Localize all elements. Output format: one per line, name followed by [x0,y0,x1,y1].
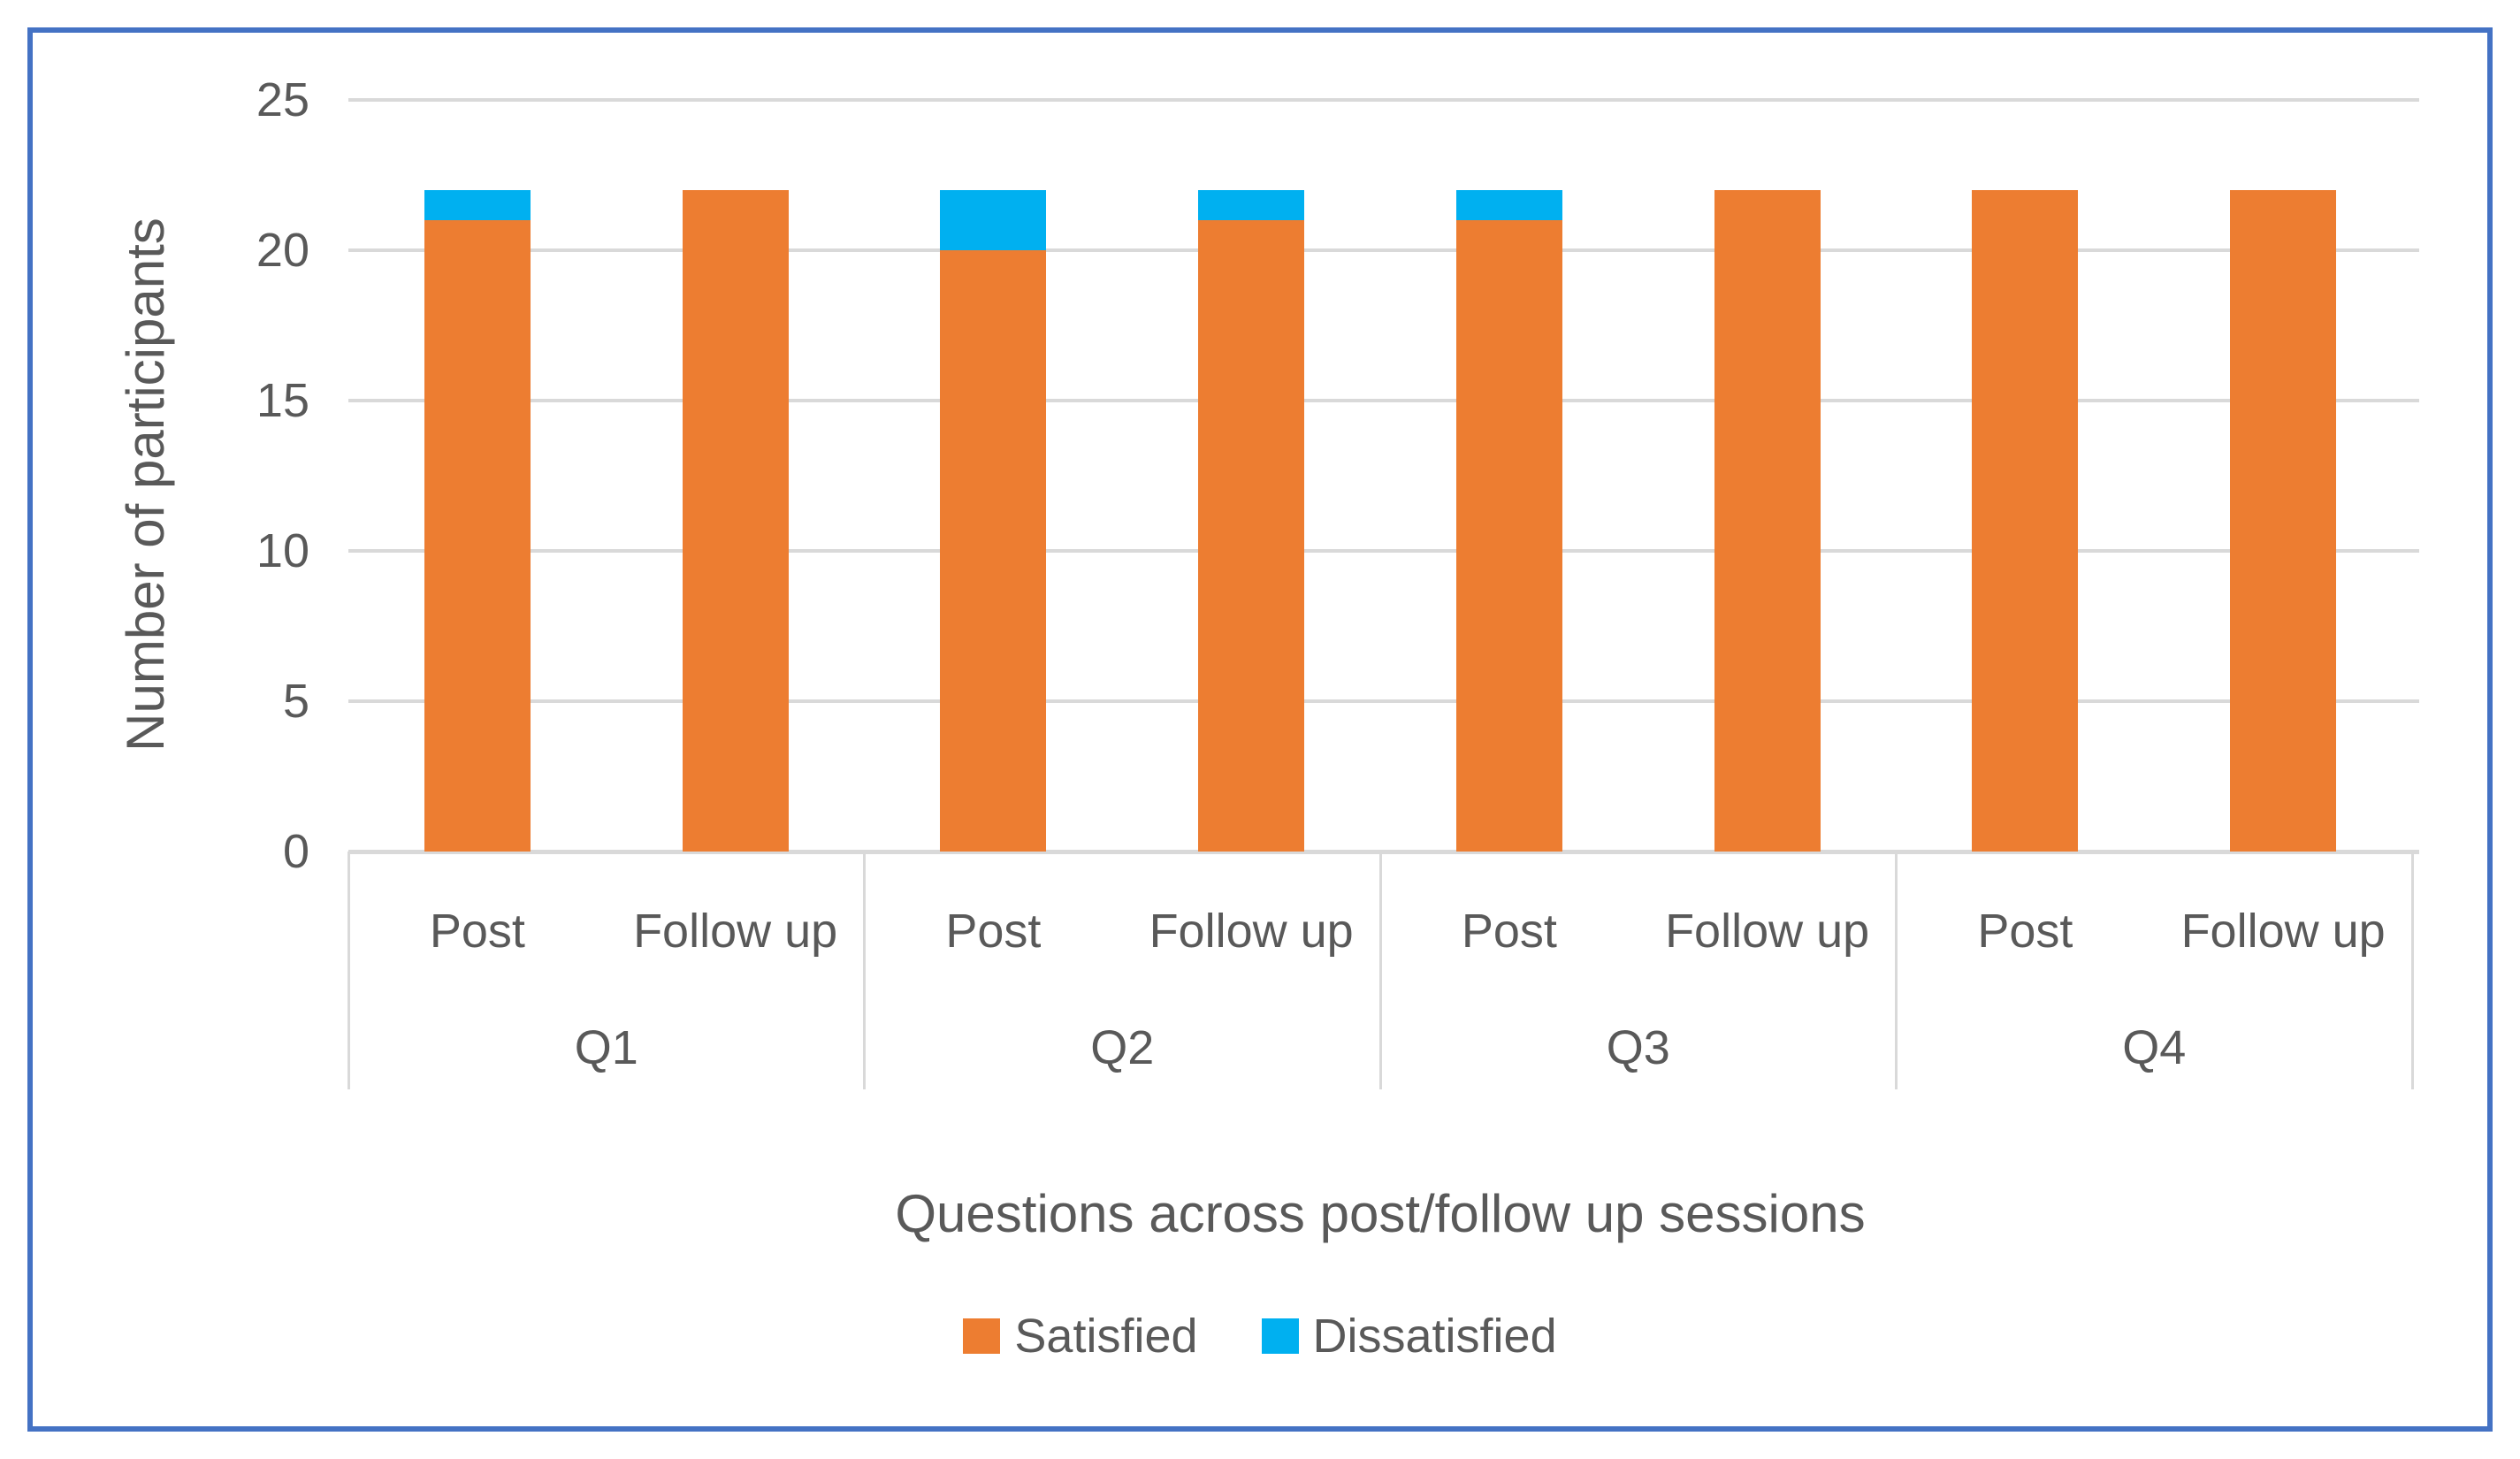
category-label: Follow up [633,905,838,958]
bar-dissatisfied-segment [940,190,1047,250]
figure-border [27,27,2493,1432]
bar-satisfied-segment [2230,190,2337,852]
category-label: Post [429,905,525,958]
legend-label-dissatisfied: Dissatisfied [1312,1310,1557,1363]
category-label: Post [945,905,1042,958]
group-label: Q1 [574,1021,638,1074]
legend-item-satisfied: Satisfied [963,1309,1198,1364]
bar-satisfied-segment [424,220,531,852]
group-label: Q3 [1606,1021,1670,1074]
axis-divider [1378,852,1382,1089]
legend-swatch-dissatisfied [1261,1318,1299,1354]
group-label: Q2 [1090,1021,1155,1074]
category-label: Follow up [1149,905,1354,958]
bar-satisfied-segment [1198,220,1305,852]
axis-divider [2410,852,2414,1089]
y-tick-label: 10 [256,524,309,577]
category-label: Post [1461,905,1557,958]
legend-swatch-satisfied [963,1318,1001,1354]
y-tick-label: 15 [256,374,309,427]
legend: Satisfied Dissatisfied [0,1304,2520,1368]
axis-divider [863,852,866,1089]
y-tick-label: 20 [256,224,309,277]
x-axis-line [348,850,2419,854]
y-tick-label: 5 [282,675,309,728]
gridline [348,248,2419,252]
category-label: Follow up [1665,905,1870,958]
category-label: Follow up [2180,905,2386,958]
y-tick-label: 25 [256,73,309,126]
axis-divider [1895,852,1898,1089]
group-label: Q4 [2122,1021,2187,1074]
y-tick-label: 0 [282,825,309,878]
bar-dissatisfied-segment [1198,190,1305,220]
x-axis-title: Questions across post/follow up sessions [895,1184,1866,1243]
axis-divider [347,852,350,1089]
bar-satisfied-segment [940,250,1047,852]
bar-dissatisfied-segment [1455,190,1562,220]
bar-satisfied-segment [1455,220,1562,852]
gridline [348,699,2419,703]
gridline [348,549,2419,553]
y-axis-title: Number of participants [116,218,175,752]
category-label: Post [1977,905,2073,958]
legend-label-satisfied: Satisfied [1014,1310,1198,1363]
legend-item-dissatisfied: Dissatisfied [1261,1309,1557,1364]
bar-satisfied-segment [682,190,789,852]
bar-dissatisfied-segment [424,190,531,220]
bar-satisfied-segment [1714,190,1821,852]
gridline [348,399,2419,402]
bar-satisfied-segment [1972,190,2079,852]
gridline [348,98,2419,102]
